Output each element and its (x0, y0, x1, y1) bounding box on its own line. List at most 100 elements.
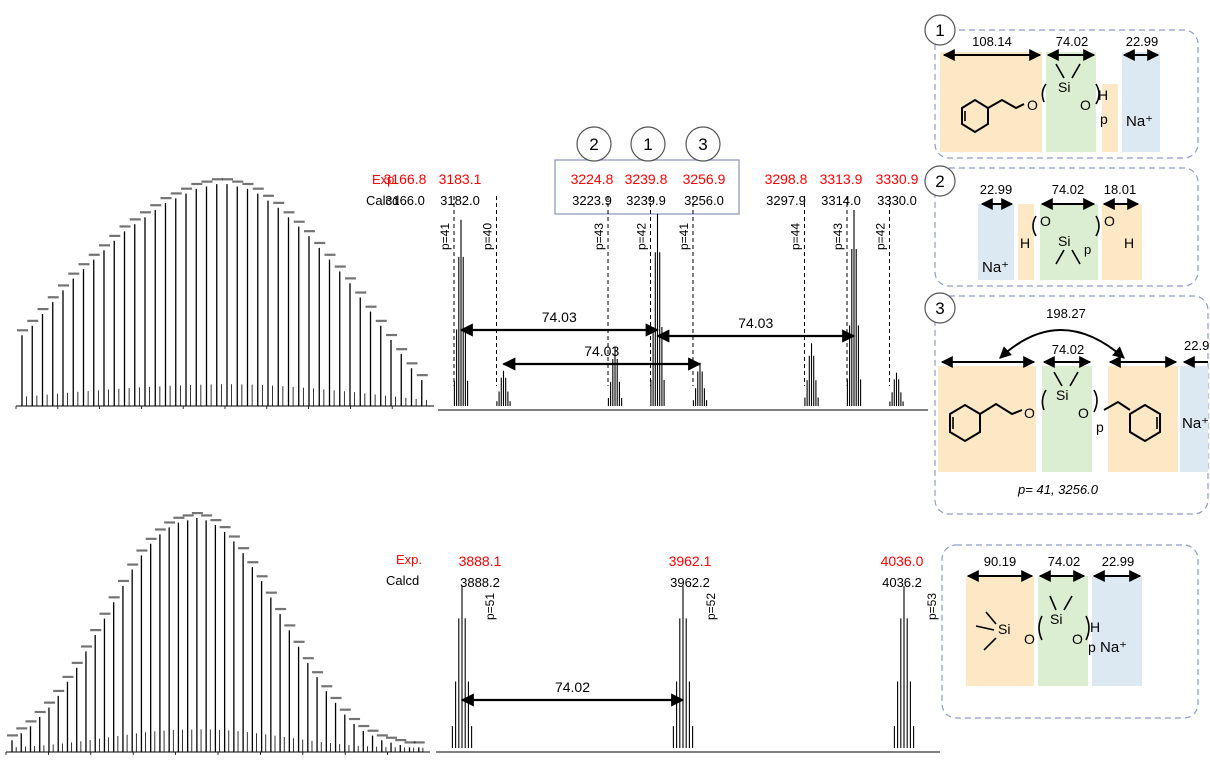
top-zoom-panel: Exp. Calcd 2 1 3 3166.83166.0p=413183.13… (366, 126, 928, 411)
overview-peak-label (201, 180, 213, 183)
structure-2-na: Na⁺ (982, 259, 1009, 276)
overview-peak-label (191, 182, 203, 186)
overview-peak-label (90, 629, 102, 632)
overview-peak-label (7, 734, 18, 737)
p-label: p=41 (677, 223, 691, 250)
bottom-zoom-marks: 3888.1 3888.2 p=51 3962.1 3962.2 p=52 4036.0 40… (451, 553, 939, 748)
circle-label-3: 3 (685, 126, 721, 162)
structure-3-si: Si (1056, 387, 1068, 403)
structure-4-na: Na⁺ (1100, 639, 1127, 656)
calcd-label: Calcd (366, 193, 399, 208)
overview-peak-label (160, 197, 172, 200)
p-label: p=42 (873, 223, 887, 250)
calcd-value: 3297.9 (766, 193, 806, 208)
calcd-value: 3182.0 (440, 193, 480, 208)
overview-peak-label (256, 575, 268, 578)
structure-1-p: p (1100, 111, 1108, 127)
overview-peak-label (117, 579, 129, 583)
structure-3-o1: O (1024, 405, 1035, 421)
spacing-label: 74.03 (584, 343, 619, 359)
calcd-value: 4036.2 (882, 575, 922, 590)
overview-peak-label (43, 701, 55, 704)
svg-text:3: 3 (698, 135, 707, 154)
overview-peak-label (375, 319, 387, 322)
calcd-value: 3239.9 (626, 193, 666, 208)
overview-peak-label (201, 514, 213, 517)
overview-peak-label (173, 516, 185, 519)
overview-peak-label (238, 547, 250, 550)
overview-peak-label (376, 734, 388, 737)
overview-peak-label (222, 178, 233, 181)
exp-label-bottom: Exp. (396, 552, 422, 567)
overview-peak-label (275, 607, 287, 611)
exp-value: 3166.8 (384, 171, 427, 187)
p-label: p=53 (925, 593, 939, 620)
structure-3-na: Na⁺ (1182, 415, 1209, 432)
structure-4-mass-a: 90.19 (984, 554, 1017, 569)
overview-peak-label (25, 720, 37, 723)
calcd-value: 3166.0 (385, 193, 425, 208)
overview-peak-label (302, 657, 314, 660)
overview-peak-label (136, 549, 148, 552)
overview-peak-label (395, 738, 407, 742)
spacing-label: 74.02 (555, 679, 590, 695)
structure-3-p: p (1096, 419, 1104, 435)
overview-peak-label (365, 305, 377, 308)
overview-peak-label (339, 708, 351, 711)
overview-peak-label (16, 727, 28, 730)
structure-1-mass-c: 22.99 (1126, 34, 1159, 49)
structure-3-o2: O (1078, 405, 1089, 421)
overview-peak-label (284, 624, 296, 627)
overview-peak-label (150, 204, 162, 207)
structure-4-o1: O (1024, 631, 1035, 647)
structure-4-o2: O (1072, 631, 1083, 647)
overview-peak-label (210, 519, 222, 522)
exp-value: 4036.0 (881, 553, 924, 569)
structure-4-mass-c: 22.99 (1102, 554, 1135, 569)
overview-peak-label (330, 696, 342, 700)
overview-peak-label (242, 182, 254, 186)
spacing-label: 74.03 (542, 309, 577, 325)
overview-peak-label (324, 253, 336, 256)
structure-2-h1: H (1020, 235, 1030, 251)
overview-peak-label (129, 218, 141, 221)
calcd-value: 3330.0 (877, 193, 917, 208)
overview-peak-label (71, 661, 83, 664)
structure-1-o1: O (1027, 97, 1038, 113)
structure-2-si: Si (1058, 233, 1070, 249)
structure-4-mass-b: 74.02 (1048, 554, 1081, 569)
overview-peak-label (321, 685, 333, 688)
overview-peak-label (293, 220, 305, 223)
overview-peak-label (109, 234, 121, 237)
structure-3-circle: 3 (935, 299, 944, 318)
overview-peak-label (406, 362, 418, 365)
overview-peak-label (154, 528, 166, 531)
p-label: p=40 (480, 223, 494, 250)
structure-2-circle: 2 (935, 172, 944, 191)
overview-peak-label (140, 211, 151, 214)
overview-peak-label (17, 329, 28, 332)
structure-1-circle: 1 (935, 21, 944, 40)
structure-4-p: p (1088, 639, 1096, 655)
overview-peak-label (108, 596, 120, 599)
overview-peak-label (37, 307, 49, 311)
exp-value: 3239.8 (625, 171, 668, 187)
overview-peak-label (145, 537, 157, 540)
overview-peak-label (182, 514, 194, 517)
overview-peak-label (386, 736, 398, 739)
overview-peak-label (367, 729, 379, 732)
structure-1-na: Na⁺ (1126, 113, 1153, 130)
overview-peak-label (99, 244, 110, 247)
bottom-zoom-panel: Exp. Calcd 3888.1 3888.2 p=51 3962.1 3962.2 p… (386, 552, 940, 753)
structure-3-caption: p= 41, 3256.0 (1017, 482, 1099, 497)
overview-peak-label (413, 741, 425, 744)
structure-1-h: H (1098, 87, 1108, 103)
top-zoom-marks: 3166.8 3166.0 p=41 3183.1 3182.0 p=40 3224.8 32… (384, 171, 919, 406)
structure-2-mass-c: 18.01 (1104, 182, 1137, 197)
overview-peak-label (355, 291, 367, 294)
p-label: p=44 (789, 223, 803, 250)
svg-text:2: 2 (589, 135, 598, 154)
structure-panel-4: 90.19 74.02 22.99 Si O Si O H p Na⁺ (941, 544, 1199, 719)
overview-peak-label (404, 741, 416, 744)
